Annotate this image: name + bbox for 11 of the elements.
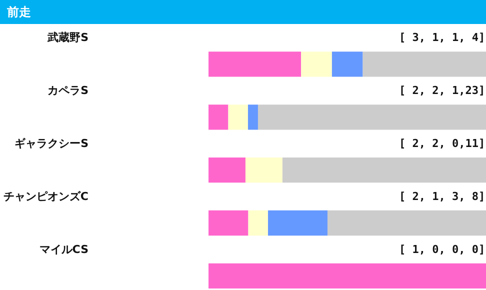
y-tick-label: カペラS xyxy=(48,84,89,98)
y-tick-label: ギャラクシーS xyxy=(14,137,89,150)
y-tick-label: チャンピオンズC xyxy=(3,190,89,204)
y-tick-label: マイルCS xyxy=(39,242,89,256)
annotation: [ 2, 1, 3, 8] xyxy=(399,190,486,204)
annotation: [ 2, 2, 0,11] xyxy=(399,137,486,150)
y-tick-label: 武蔵野S xyxy=(46,31,89,44)
annotation: [ 1, 0, 0, 0] xyxy=(399,242,486,256)
annotation: [ 3, 1, 1, 4] xyxy=(399,31,486,44)
annotation: [ 2, 2, 1,23] xyxy=(399,84,486,98)
text: 前走 xyxy=(7,4,31,21)
